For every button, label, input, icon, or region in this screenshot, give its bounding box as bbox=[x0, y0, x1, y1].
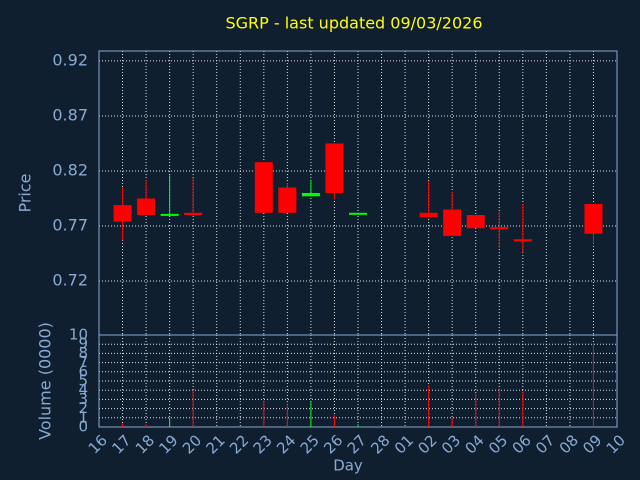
y-tick-label: 0.82 bbox=[52, 160, 88, 179]
candle-body bbox=[184, 212, 203, 216]
candle-body bbox=[490, 227, 509, 230]
candle-body bbox=[466, 215, 485, 229]
x-axis-label: Day bbox=[333, 457, 363, 475]
y-tick-label: 0.92 bbox=[52, 50, 88, 69]
y-axis-label: Price bbox=[16, 173, 35, 212]
volume-tick-label: 1 bbox=[78, 408, 88, 426]
candle-body bbox=[160, 213, 179, 216]
y-tick-label: 0.87 bbox=[52, 105, 88, 124]
candle-body bbox=[584, 204, 603, 234]
volume-tick-label: 9 bbox=[78, 335, 88, 353]
volume-tick-label: 3 bbox=[78, 390, 88, 408]
candle-body bbox=[443, 209, 462, 236]
candle-body bbox=[254, 162, 273, 213]
volume-tick-label: 10 bbox=[69, 326, 88, 344]
candle-body bbox=[325, 143, 344, 193]
volume-tick-label: 2 bbox=[78, 399, 88, 417]
volume-tick-label: 4 bbox=[78, 381, 88, 399]
chart-title: SGRP - last updated 09/03/2026 bbox=[225, 14, 482, 33]
candle-body bbox=[419, 212, 438, 218]
y-tick-label: 0.72 bbox=[52, 271, 88, 290]
candle-body bbox=[301, 193, 320, 197]
candle-body bbox=[349, 212, 367, 215]
volume-tick-label: 5 bbox=[78, 372, 88, 390]
candle-body bbox=[513, 239, 532, 242]
volume-tick-label: 0 bbox=[78, 418, 88, 436]
volume-tick-label: 6 bbox=[78, 362, 88, 380]
candle-body bbox=[278, 187, 297, 213]
volume-axis-label: Volume (0000) bbox=[36, 322, 55, 440]
volume-tick-label: 7 bbox=[78, 353, 88, 371]
volume-tick-label: 8 bbox=[78, 344, 88, 362]
y-tick-label: 0.77 bbox=[52, 216, 88, 235]
candle-body bbox=[137, 198, 156, 216]
candle-body bbox=[113, 205, 132, 222]
